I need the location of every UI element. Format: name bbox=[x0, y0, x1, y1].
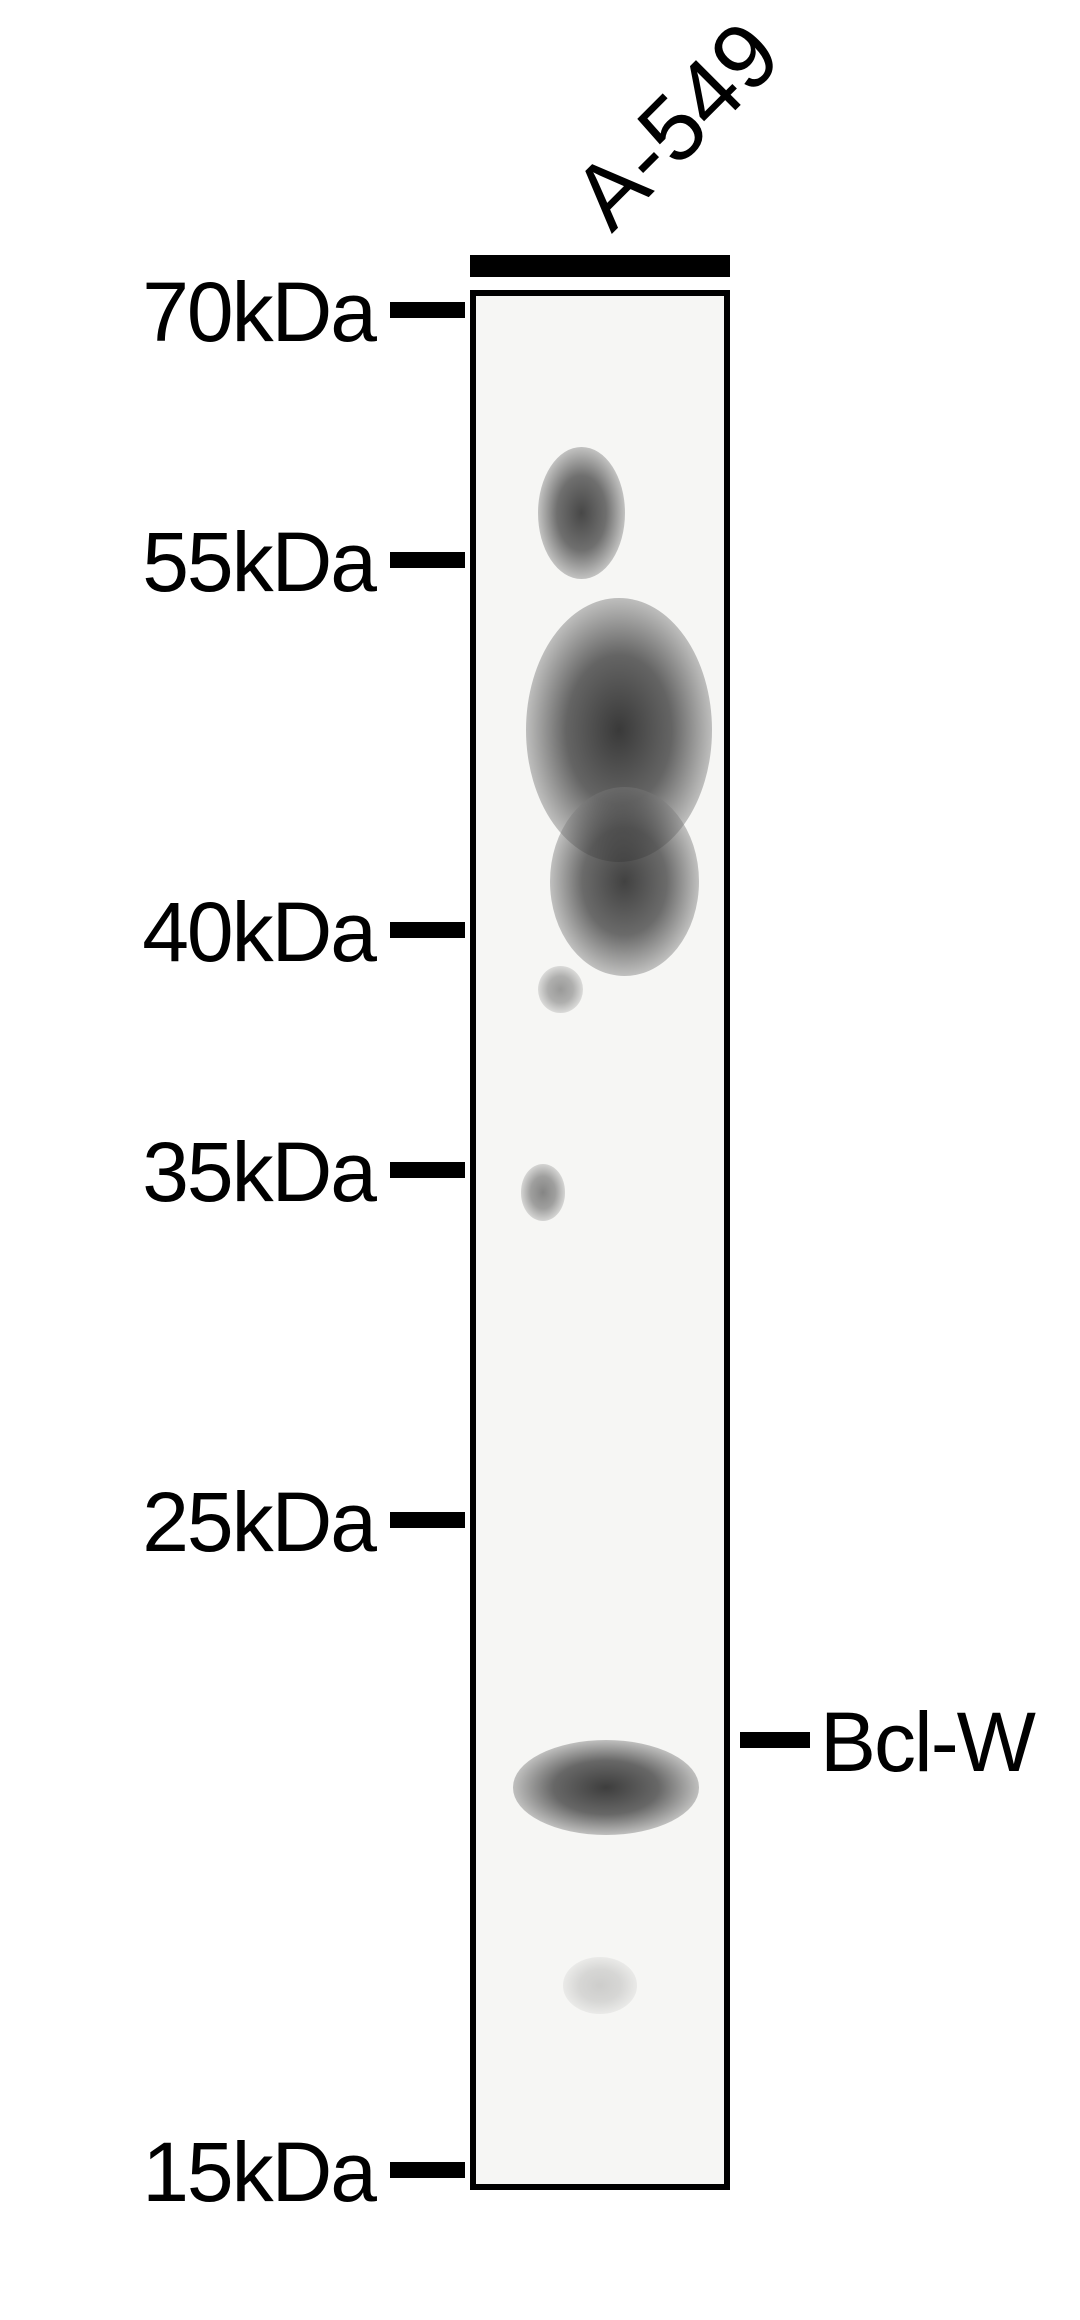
target-band-tick bbox=[740, 1732, 810, 1748]
ladder-tick-15kDa bbox=[390, 2162, 465, 2178]
ladder-label-40kDa: 40kDa bbox=[142, 884, 375, 981]
band-faint-low bbox=[563, 1957, 637, 2014]
band-minor-38kDa bbox=[538, 966, 583, 1013]
ladder-label-15kDa: 15kDa bbox=[142, 2124, 375, 2221]
ladder-label-70kDa: 70kDa bbox=[142, 264, 375, 361]
ladder-tick-25kDa bbox=[390, 1512, 465, 1528]
ladder-tick-40kDa bbox=[390, 922, 465, 938]
target-band-label: Bcl-W bbox=[820, 1694, 1034, 1791]
band-nonspecific-high-3 bbox=[550, 787, 699, 976]
band-nonspecific-high-1 bbox=[538, 447, 625, 579]
ladder-tick-55kDa bbox=[390, 552, 465, 568]
ladder-tick-70kDa bbox=[390, 302, 465, 318]
ladder-label-25kDa: 25kDa bbox=[142, 1474, 375, 1571]
ladder-label-55kDa: 55kDa bbox=[142, 514, 375, 611]
lane-bar bbox=[470, 255, 730, 277]
band-bcl-w-band bbox=[513, 1740, 699, 1834]
band-minor-35kDa bbox=[521, 1164, 566, 1221]
blot-lane-frame bbox=[470, 290, 730, 2190]
ladder-tick-35kDa bbox=[390, 1162, 465, 1178]
western-blot-figure: A-549 70kDa 55kDa 40kDa 35kDa 25kDa 15kDa Bcl… bbox=[0, 0, 1080, 2320]
lane-label: A-549 bbox=[553, 2, 801, 250]
ladder-label-35kDa: 35kDa bbox=[142, 1124, 375, 1221]
